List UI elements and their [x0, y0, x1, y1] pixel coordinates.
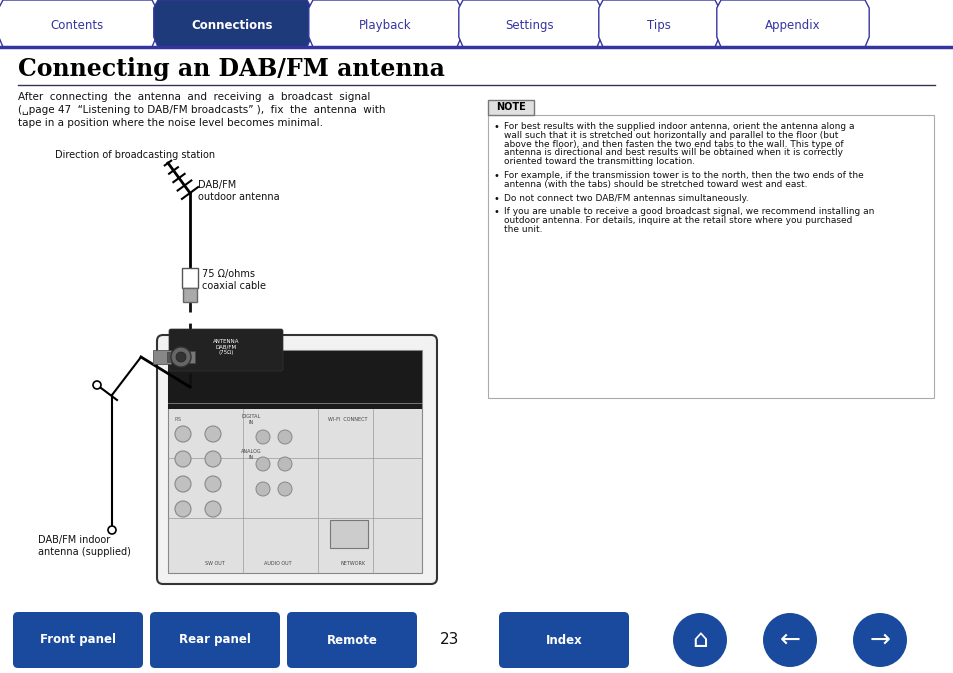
Text: RS: RS [174, 417, 182, 422]
Polygon shape [716, 0, 868, 47]
Bar [330, 520, 368, 548]
FancyBboxPatch shape [157, 335, 436, 584]
Text: NOTE: NOTE [496, 102, 525, 112]
Circle shape [174, 426, 191, 442]
Circle shape [255, 430, 270, 444]
Circle shape [852, 613, 906, 667]
FancyBboxPatch shape [169, 329, 283, 371]
Text: (␣page 47  “Listening to DAB/FM broadcasts” ),  fix  the  antenna  with: (␣page 47 “Listening to DAB/FM broadcast… [18, 105, 385, 115]
Circle shape [277, 430, 292, 444]
Circle shape [277, 482, 292, 496]
Text: above the floor), and then fasten the two end tabs to the wall. This type of: above the floor), and then fasten the tw… [503, 139, 842, 149]
Text: Appendix: Appendix [764, 19, 820, 32]
Text: Connections: Connections [192, 19, 273, 32]
Polygon shape [309, 0, 460, 47]
Bar [152, 350, 171, 364]
Bar [168, 351, 421, 409]
FancyBboxPatch shape [150, 612, 280, 668]
Bar [488, 115, 933, 398]
Circle shape [175, 352, 186, 362]
Circle shape [762, 613, 816, 667]
FancyBboxPatch shape [498, 612, 628, 668]
Polygon shape [153, 0, 311, 47]
Circle shape [205, 501, 221, 517]
Text: •: • [494, 171, 499, 181]
Text: DAB/FM
outdoor antenna: DAB/FM outdoor antenna [198, 180, 279, 202]
Circle shape [255, 457, 270, 471]
Text: antenna (with the tabs) should be stretched toward west and east.: antenna (with the tabs) should be stretc… [503, 180, 806, 189]
Circle shape [92, 381, 101, 389]
Circle shape [174, 501, 191, 517]
Text: AUDIO OUT: AUDIO OUT [264, 561, 292, 566]
Text: outdoor antenna. For details, inquire at the retail store where you purchased: outdoor antenna. For details, inquire at… [503, 216, 851, 225]
Text: •: • [494, 194, 499, 204]
Text: Rear panel: Rear panel [179, 633, 251, 647]
Polygon shape [598, 0, 719, 47]
Text: Connecting an DAB/FM antenna: Connecting an DAB/FM antenna [18, 57, 444, 81]
Text: antenna is directional and best results will be obtained when it is correctly: antenna is directional and best results … [503, 149, 842, 157]
Text: •: • [494, 207, 499, 217]
Text: DAB/FM indoor
antenna (supplied): DAB/FM indoor antenna (supplied) [38, 535, 131, 557]
Circle shape [205, 476, 221, 492]
Text: ⌂: ⌂ [691, 628, 707, 652]
Bar [167, 352, 177, 362]
Circle shape [205, 451, 221, 467]
Bar [488, 100, 534, 115]
Circle shape [255, 482, 270, 496]
Text: WI-FI  CONNECT: WI-FI CONNECT [328, 417, 367, 422]
Text: Contents: Contents [51, 19, 104, 32]
Text: 23: 23 [440, 633, 459, 647]
Circle shape [174, 476, 191, 492]
FancyBboxPatch shape [287, 612, 416, 668]
Text: Front panel: Front panel [40, 633, 116, 647]
Circle shape [672, 613, 726, 667]
Text: Direction of broadcasting station: Direction of broadcasting station [55, 150, 214, 160]
Bar [168, 350, 421, 573]
Text: For example, if the transmission tower is to the north, then the two ends of the: For example, if the transmission tower i… [503, 171, 862, 180]
Bar [183, 288, 196, 302]
Polygon shape [0, 0, 156, 47]
Text: ←: ← [779, 628, 800, 652]
Text: Tips: Tips [646, 19, 670, 32]
Text: wall such that it is stretched out horizontally and parallel to the floor (but: wall such that it is stretched out horiz… [503, 131, 838, 140]
Text: 75 Ω/ohms
coaxial cable: 75 Ω/ohms coaxial cable [202, 269, 266, 291]
Text: oriented toward the transmitting location.: oriented toward the transmitting locatio… [503, 157, 695, 166]
Text: →: → [868, 628, 889, 652]
Bar [181, 351, 194, 363]
Text: ANALOG
IN: ANALOG IN [240, 449, 261, 460]
Text: DIGITAL
IN: DIGITAL IN [241, 414, 260, 425]
Text: tape in a position where the noise level becomes minimal.: tape in a position where the noise level… [18, 118, 323, 128]
Text: If you are unable to receive a good broadcast signal, we recommend installing an: If you are unable to receive a good broa… [503, 207, 874, 217]
Text: For best results with the supplied indoor antenna, orient the antenna along a: For best results with the supplied indoo… [503, 122, 854, 131]
Polygon shape [458, 0, 600, 47]
Text: Remote: Remote [326, 633, 377, 647]
Text: Settings: Settings [505, 19, 554, 32]
Text: Index: Index [545, 633, 581, 647]
Text: Playback: Playback [358, 19, 411, 32]
Text: SW OUT: SW OUT [205, 561, 225, 566]
Circle shape [171, 347, 191, 367]
Circle shape [174, 451, 191, 467]
Circle shape [108, 526, 116, 534]
Text: the unit.: the unit. [503, 225, 542, 234]
Circle shape [205, 426, 221, 442]
Text: NETWORK: NETWORK [340, 561, 365, 566]
Text: ANTENNA
DAB/FM
(75Ω): ANTENNA DAB/FM (75Ω) [213, 339, 239, 355]
Bar [182, 268, 198, 288]
Text: After  connecting  the  antenna  and  receiving  a  broadcast  signal: After connecting the antenna and receivi… [18, 92, 370, 102]
Text: Do not connect two DAB/FM antennas simultaneously.: Do not connect two DAB/FM antennas simul… [503, 194, 748, 203]
Circle shape [277, 457, 292, 471]
Text: •: • [494, 122, 499, 132]
FancyBboxPatch shape [13, 612, 143, 668]
